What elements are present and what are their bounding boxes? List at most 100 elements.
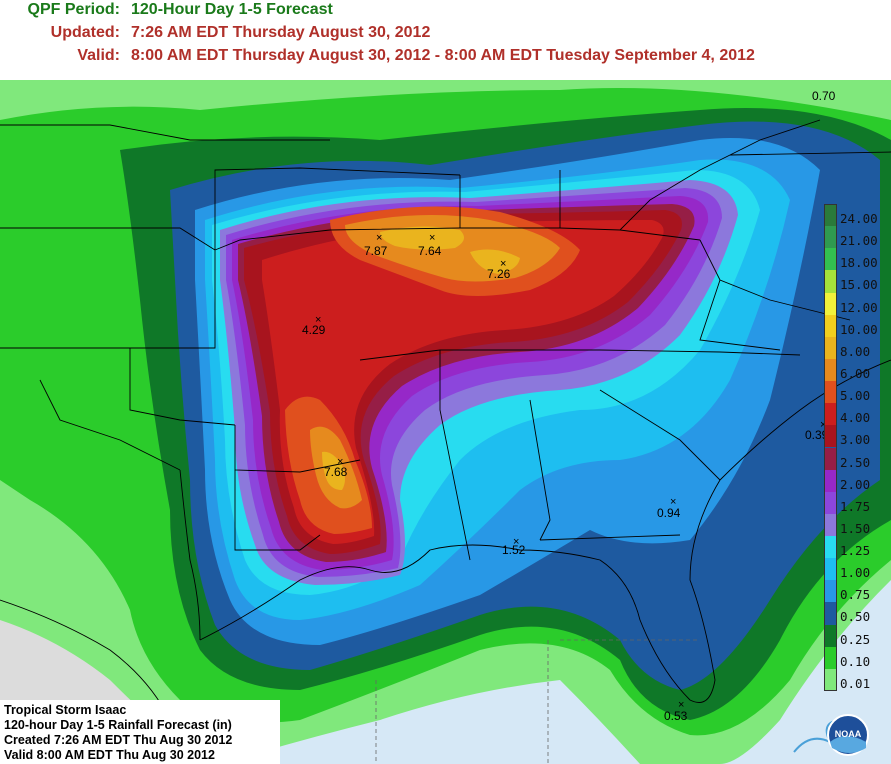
boundary-line — [699, 239, 851, 321]
point-label-0.70: 0.70 — [812, 89, 836, 103]
legend-entry: 1.00 — [824, 558, 884, 581]
point-labels: × 7.87 × 7.64 × 7.26 × 4.29 × 7.68 × 1.5… — [302, 89, 836, 723]
boundary-line — [39, 379, 181, 471]
point-marker: × — [500, 258, 506, 270]
point-label-1.52: 1.52 — [502, 543, 526, 557]
point-label-7.87: 7.87 — [364, 244, 388, 258]
legend-swatch — [824, 248, 837, 271]
legend-label: 2.50 — [840, 454, 871, 470]
legend-swatch — [824, 513, 837, 537]
legend-swatch — [824, 381, 837, 404]
legend-label: 12.00 — [840, 299, 878, 315]
legend-entry: 2.50 — [824, 447, 884, 470]
legend-label: 1.25 — [840, 543, 871, 559]
legend-entry: 10.00 — [824, 314, 884, 337]
legend-swatch — [824, 602, 837, 625]
legend-swatch — [824, 204, 837, 227]
boundary-line — [234, 470, 321, 551]
legend-label: 0.25 — [840, 631, 871, 647]
header: QPF Period: 120-Hour Day 1-5 Forecast Up… — [0, 0, 891, 80]
point-label-4.29: 4.29 — [302, 323, 326, 337]
legend-entry: 24.00 — [824, 204, 884, 227]
legend-swatch — [824, 646, 837, 669]
legend-label: 21.00 — [840, 233, 878, 249]
boundary-line — [729, 151, 891, 156]
boundary-line — [0, 347, 236, 426]
updated-value: 7:26 AM EDT Thursday August 30, 2012 — [131, 24, 431, 41]
rainfall-map: × 7.87 × 7.64 × 7.26 × 4.29 × 7.68 × 1.5… — [0, 80, 891, 764]
legend-label: 1.75 — [840, 498, 871, 514]
legend-entry: 5.00 — [824, 381, 884, 404]
boundary-line — [0, 227, 216, 251]
boundary-line — [599, 389, 721, 481]
point-label-7.26: 7.26 — [487, 267, 511, 281]
legend-entry: 3.00 — [824, 425, 884, 448]
boundary-line — [619, 119, 821, 231]
valid-time: Valid 8:00 AM EDT Thu Aug 30 2012 — [4, 748, 215, 762]
point-marker: × — [429, 232, 435, 244]
legend-entry: 18.00 — [824, 248, 884, 271]
boundary-line — [529, 399, 551, 541]
logo-text: NOAA — [835, 729, 862, 739]
legend-swatch — [824, 580, 837, 603]
legend-label: 0.10 — [840, 653, 871, 669]
legend-swatch — [824, 491, 837, 514]
legend-entry: 21.00 — [824, 226, 884, 249]
legend-entry: 0.50 — [824, 602, 884, 625]
legend-swatch — [824, 292, 837, 315]
updated-label: Updated: — [50, 24, 120, 41]
legend-entry: 1.25 — [824, 536, 884, 559]
legend-label: 8.00 — [840, 343, 871, 359]
legend-entry: 15.00 — [824, 270, 884, 293]
contour-8.00 — [380, 226, 464, 250]
legend-swatch — [824, 447, 837, 470]
forecast-description: 120-hour Day 1-5 Rainfall Forecast (in) — [4, 718, 232, 732]
legend-swatch — [824, 314, 837, 337]
legend-entry: 0.01 — [824, 668, 884, 691]
legend-label: 2.00 — [840, 476, 871, 492]
legend-swatch — [824, 425, 837, 448]
qpf-period-value: 120-Hour Day 1-5 Forecast — [131, 1, 333, 18]
noaa-logo: NOAA — [793, 714, 869, 756]
legend-label: 6.00 — [840, 365, 871, 381]
legend-swatch — [824, 668, 837, 691]
point-marker: × — [337, 456, 343, 468]
point-marker: × — [513, 536, 519, 548]
legend-label: 3.00 — [840, 432, 871, 448]
legend-entry: 0.25 — [824, 624, 884, 647]
legend-swatch — [824, 403, 837, 426]
legend-entry: 0.75 — [824, 580, 884, 603]
legend-label: 5.00 — [840, 388, 871, 404]
legend-entry: 6.00 — [824, 358, 884, 382]
legend-entry: 1.50 — [824, 513, 884, 537]
boundary-line — [439, 350, 471, 561]
point-marker: × — [820, 419, 826, 431]
legend-label: 15.00 — [840, 277, 878, 293]
point-label-0.53: 0.53 — [664, 709, 688, 723]
valid-label: Valid: — [77, 47, 120, 64]
logo-gull — [830, 736, 866, 753]
storm-name: Tropical Storm Isaac — [4, 703, 127, 717]
point-label-0.94: 0.94 — [657, 506, 681, 520]
storm-info-box: Tropical Storm Isaac 120-hour Day 1-5 Ra… — [0, 700, 280, 764]
legend-label: 0.50 — [840, 609, 871, 625]
point-marker: × — [678, 699, 684, 711]
legend-label: 1.00 — [840, 565, 871, 581]
coastline — [199, 359, 891, 703]
legend-swatch — [824, 624, 837, 647]
legend-swatch — [824, 336, 837, 359]
point-marker: × — [670, 496, 676, 508]
qpf-period-label: QPF Period: — [27, 1, 120, 18]
legend-entry: 0.10 — [824, 646, 884, 669]
contour-8.00-east — [470, 249, 520, 274]
legend-entry: 1.75 — [824, 491, 884, 514]
contour-8.00-south — [322, 451, 345, 490]
legend-label: 4.00 — [840, 410, 871, 426]
legend-entry: 8.00 — [824, 336, 884, 359]
legend-label: 0.75 — [840, 587, 871, 603]
boundary-line — [179, 469, 201, 641]
boundary-line — [539, 534, 681, 541]
contour-4.00 — [262, 220, 664, 544]
legend-swatch — [824, 358, 837, 382]
marine-zone-lines — [375, 639, 700, 764]
